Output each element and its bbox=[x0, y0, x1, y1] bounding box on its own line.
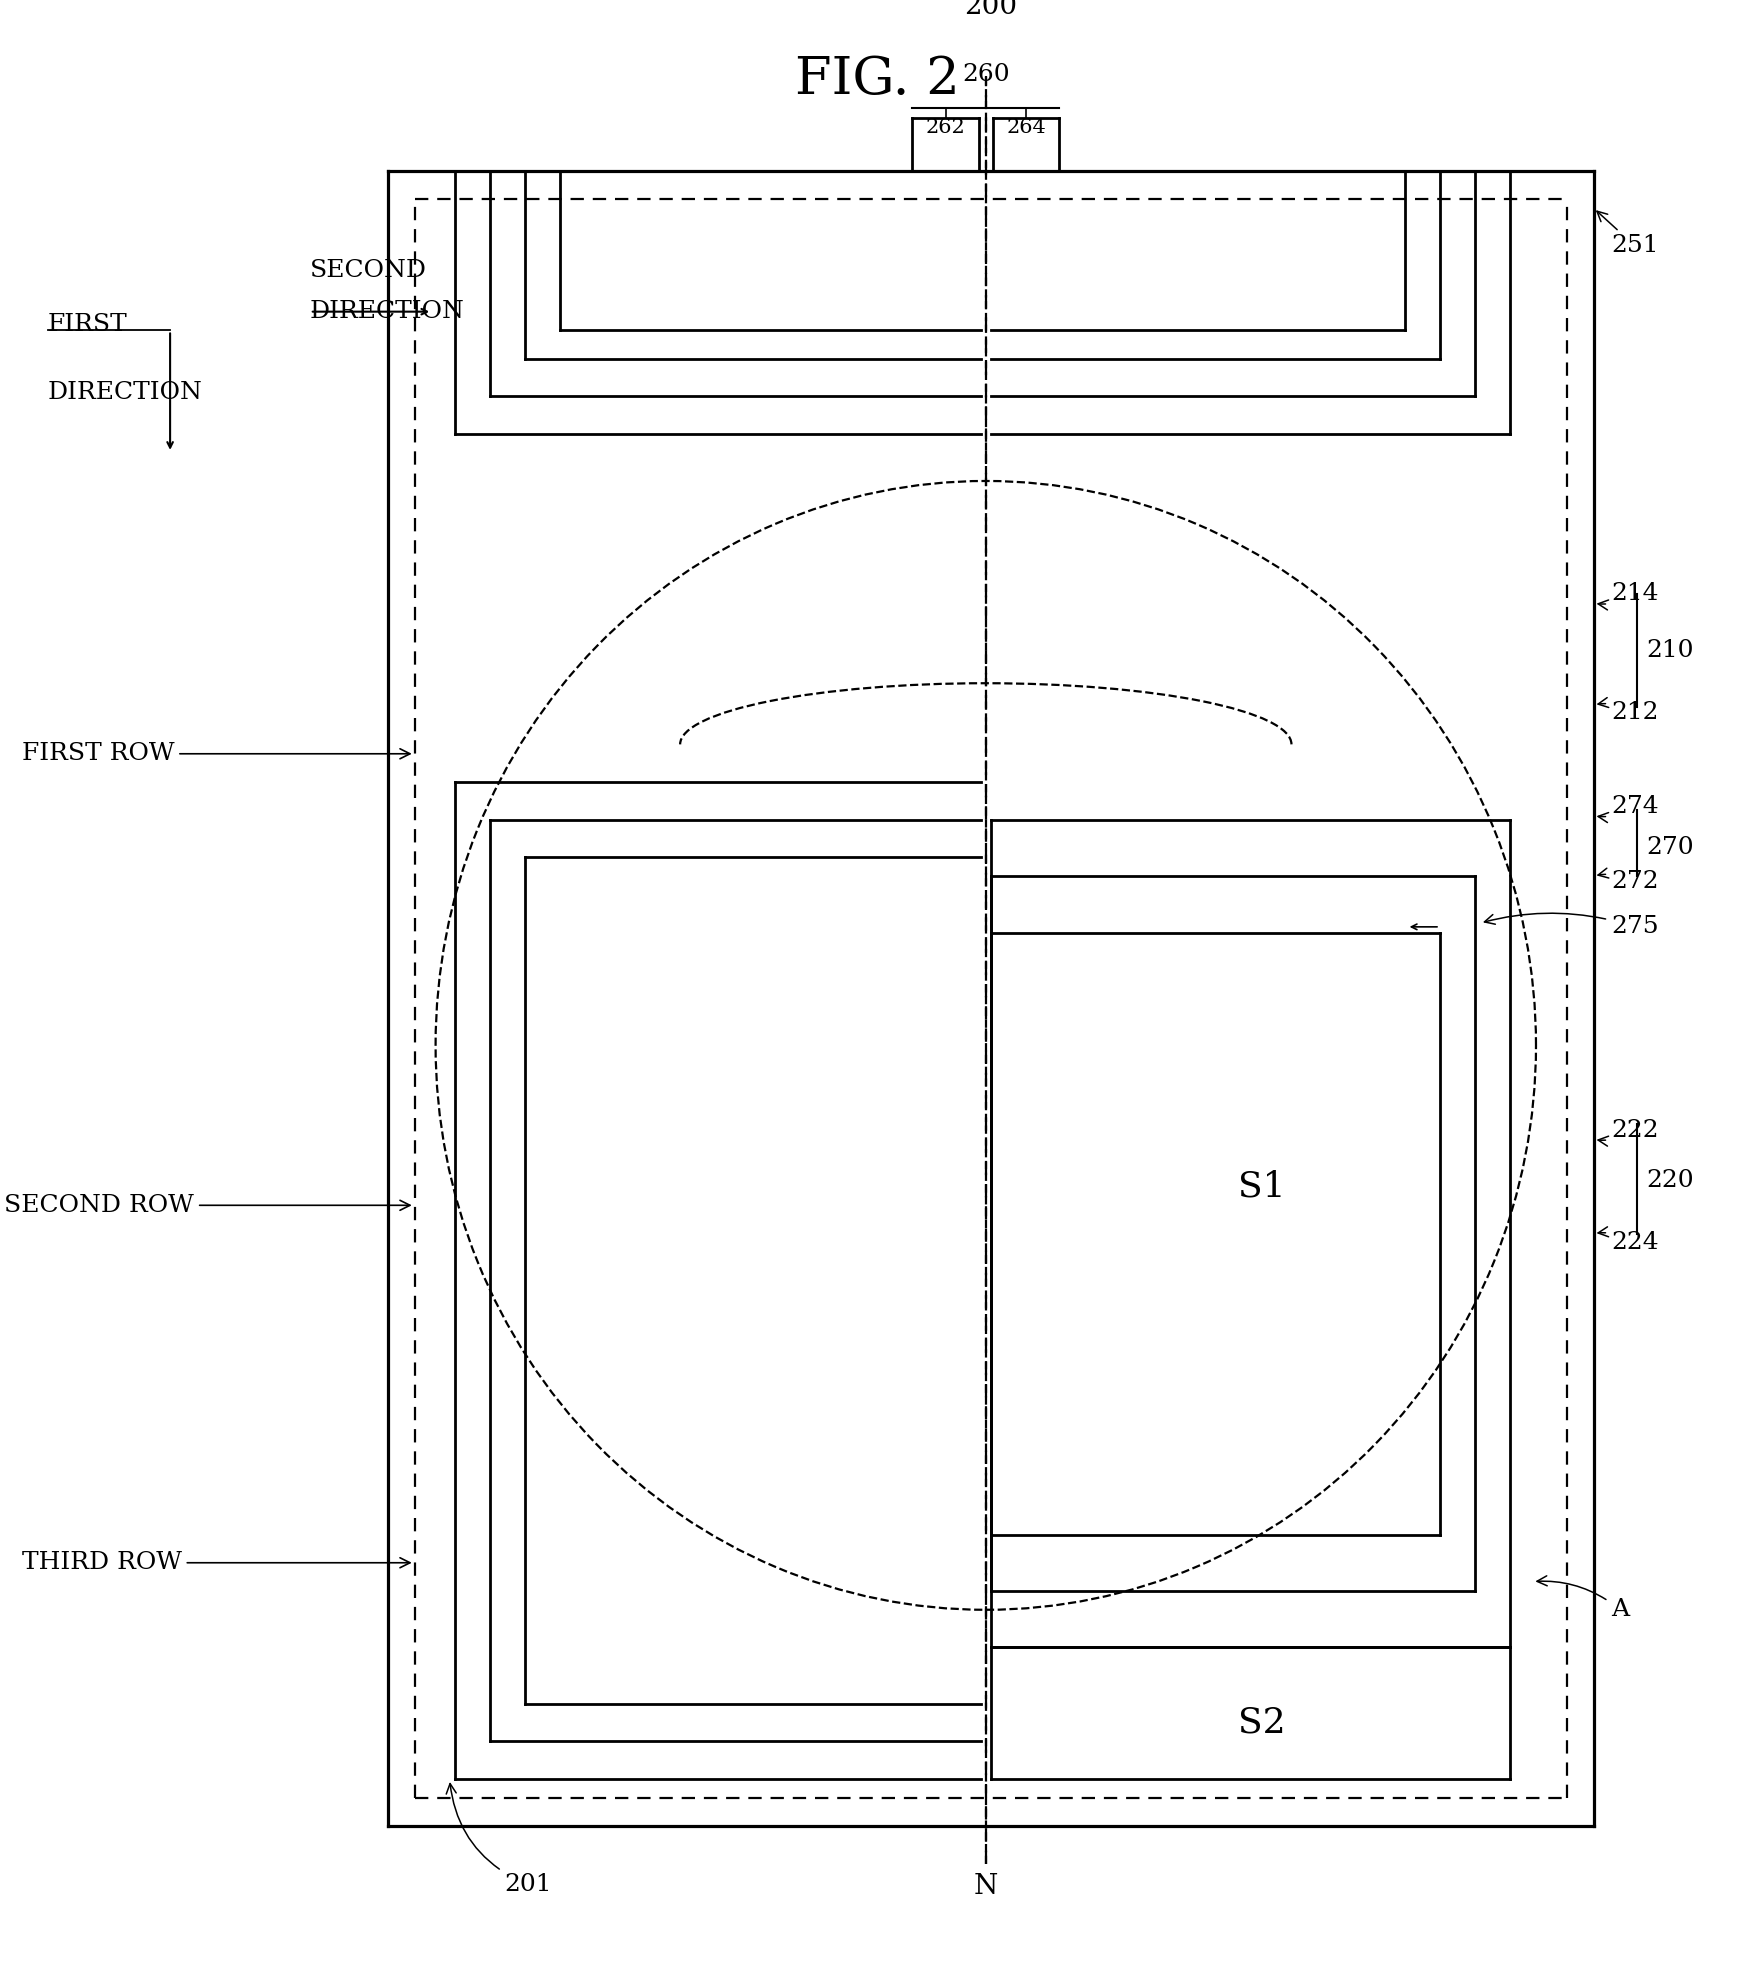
Text: FIRST ROW: FIRST ROW bbox=[21, 742, 411, 765]
Text: 264: 264 bbox=[1006, 118, 1046, 137]
Text: 275: 275 bbox=[1485, 912, 1658, 938]
Text: 272: 272 bbox=[1599, 869, 1658, 893]
Text: A: A bbox=[1537, 1575, 1629, 1621]
Text: 201: 201 bbox=[446, 1783, 551, 1895]
Text: 222: 222 bbox=[1599, 1118, 1658, 1146]
Text: 224: 224 bbox=[1599, 1226, 1658, 1254]
Text: SECOND: SECOND bbox=[311, 259, 426, 283]
Text: 274: 274 bbox=[1599, 795, 1658, 822]
Text: FIG. 2: FIG. 2 bbox=[795, 53, 960, 104]
Text: N: N bbox=[974, 1874, 999, 1899]
Text: 262: 262 bbox=[925, 118, 965, 137]
Text: 260: 260 bbox=[962, 63, 1009, 86]
Text: 212: 212 bbox=[1599, 698, 1658, 724]
Text: S2: S2 bbox=[1237, 1705, 1286, 1740]
Text: DIRECTION: DIRECTION bbox=[47, 381, 204, 404]
Text: SECOND ROW: SECOND ROW bbox=[4, 1193, 411, 1216]
Text: THIRD ROW: THIRD ROW bbox=[21, 1552, 411, 1574]
Text: 200: 200 bbox=[965, 0, 1018, 20]
Text: 270: 270 bbox=[1646, 836, 1694, 859]
Text: 210: 210 bbox=[1646, 640, 1694, 661]
Text: DIRECTION: DIRECTION bbox=[311, 300, 465, 324]
Text: 251: 251 bbox=[1597, 212, 1658, 257]
Text: 214: 214 bbox=[1599, 583, 1658, 610]
Text: S1: S1 bbox=[1237, 1169, 1286, 1203]
Text: 220: 220 bbox=[1646, 1169, 1694, 1193]
Text: FIRST: FIRST bbox=[47, 314, 128, 336]
